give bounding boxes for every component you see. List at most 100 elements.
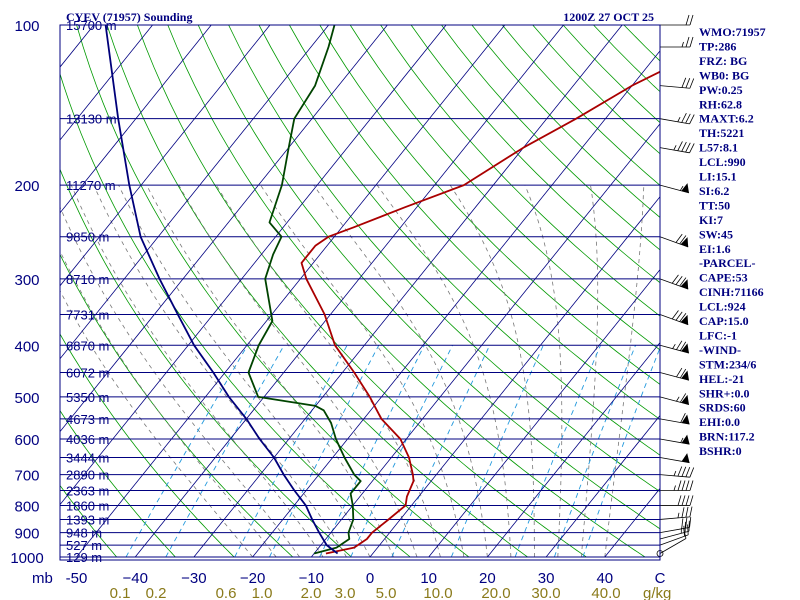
height-label: 6072 m [66,366,109,381]
barb-pennant [681,453,690,463]
chart-title: CYEV (71957) Sounding [66,10,192,24]
barb-flag [681,480,686,491]
index-line: EI:1.6 [699,242,731,256]
index-line: PW:0.25 [699,83,743,97]
height-label: 5350 m [66,390,109,405]
barb-shaft [659,184,690,194]
barb-shaft [659,527,690,534]
temperature-tick-label: 20 [479,570,496,587]
index-line: CAP:15.0 [699,314,749,328]
isotherm [310,123,660,558]
barb-pennant [681,394,689,405]
barb-half-flag [680,437,684,443]
chart-time: 1200Z 27 OCT 25 [563,10,654,24]
temperature-tick-label: −10 [299,570,324,587]
index-line: SI:6.2 [699,184,729,198]
barb-pennant [680,314,689,325]
barb-flag [689,78,695,89]
barb-flag [681,112,687,123]
barb-shaft [659,314,689,326]
height-label: 15700 m [66,18,117,33]
moist-adiabat [70,184,324,558]
pressure-tick-label: 800 [14,498,39,515]
barb-half-flag [673,470,677,476]
barb-half-flag [681,41,684,48]
wind-barb [659,393,690,406]
height-label: 2363 m [66,484,109,499]
barb-flag [679,341,687,351]
index-line: -PARCEL- [699,256,755,270]
pressure-tick-label: 100 [14,18,39,35]
index-line: HEL:-21 [699,372,744,386]
barb-pennant [681,370,689,381]
mixing-ratio-tick-label: 5.0 [376,585,397,600]
height-label: 9850 m [66,230,109,245]
barb-flag [671,274,679,284]
height-label: 3444 m [66,450,109,465]
barb-half-flag [673,485,676,491]
temperature-tick-label: 30 [538,570,555,587]
height-label: 129 m [66,550,102,565]
barb-flag [677,480,682,491]
isotherm [60,25,271,287]
temperature-tick-label: 0 [366,570,374,587]
barb-flag [681,77,687,88]
temperature-tick-label: −20 [240,570,265,587]
mixing-ratio-tick-label: 20.0 [481,585,510,600]
plot-frame [59,24,661,561]
moist-adiabat [524,184,563,558]
barb-shaft [659,418,690,425]
mixing-ratio-tick-label: 0.6 [216,585,237,600]
barb-shaft [659,538,687,554]
index-line: CAPE:53 [699,271,748,285]
wind-barb [659,506,693,520]
mixing-ratio-tick-label: 30.0 [531,585,560,600]
moist-adiabat [118,184,371,558]
temperature-tick-label: −30 [181,570,206,587]
barb-flag [685,14,690,26]
wind-barb [659,274,689,290]
barb-flag [685,480,690,491]
height-label: 8710 m [66,272,109,287]
wind-barb [659,77,695,89]
barb-flag [681,466,687,477]
mixing-ratio-tick-label: 3.0 [335,585,356,600]
barb-flag [683,525,685,537]
wind-barb [659,112,695,125]
index-line: TH:5221 [699,126,744,140]
pressure-tick-label: 1000 [10,550,43,567]
temperature-tick-label: -50 [66,570,88,587]
wind-barbs [656,14,695,557]
index-line: RH:62.8 [699,97,742,111]
barb-pennant [681,343,689,354]
barb-flag [689,114,695,125]
barb-flag [679,393,687,403]
pressure-tick-label: 600 [14,432,39,449]
barb-half-flag [676,396,680,402]
barb-pennant [681,183,689,193]
index-line: SRDS:60 [699,401,746,415]
barb-flag [684,521,686,533]
barb-flag [675,311,683,321]
index-line: EHI:0.0 [699,415,740,429]
moist-adiabat [449,184,535,557]
height-label: 1393 m [66,512,109,527]
barb-flag [685,36,690,48]
barb-half-flag [677,116,681,122]
barb-pennant [681,434,690,445]
height-label: 7731 m [66,307,109,322]
barb-pennant [680,279,689,290]
barb-flag [685,142,691,153]
barb-flag [679,235,687,245]
barb-half-flag [672,344,676,349]
pressure-tick-label: 700 [14,468,39,485]
isotherm [428,269,660,558]
mixing-ratio-tick-label: 40.0 [591,585,620,600]
isotherm [545,414,660,558]
pressure-tick-label: 300 [14,272,39,289]
moist-adiabat [178,184,418,558]
wind-barb [660,480,694,491]
barb-shaft [659,344,690,354]
